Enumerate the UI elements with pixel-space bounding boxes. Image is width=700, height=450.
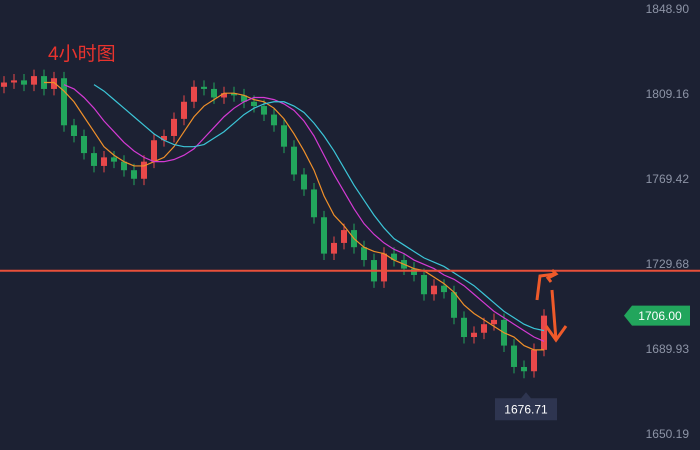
candle-body <box>441 285 447 293</box>
candle-body <box>31 76 37 85</box>
candle-body <box>381 253 387 282</box>
candle-body <box>431 285 437 295</box>
arrow-down <box>550 289 558 341</box>
candle-body <box>301 174 307 190</box>
arrow-down-head <box>544 325 568 343</box>
candle-body <box>271 114 277 126</box>
arrow-up-head <box>545 268 559 283</box>
candle-body <box>481 324 487 333</box>
candle-body <box>211 88 217 98</box>
candle-body <box>151 140 157 162</box>
last-price-label: 1706.00 <box>638 309 682 323</box>
candle-body <box>291 146 297 175</box>
candle-body <box>121 161 127 171</box>
candle-body <box>61 78 67 126</box>
candle-body <box>451 292 457 318</box>
candle-body <box>181 101 187 119</box>
candle-body <box>201 86 207 89</box>
candle-body <box>281 125 287 147</box>
candle-body <box>251 101 257 107</box>
y-tick-label: 1729.68 <box>646 257 690 271</box>
arrow-up <box>535 272 557 301</box>
plot <box>0 69 700 379</box>
candle-body <box>241 95 247 102</box>
y-tick-label: 1848.90 <box>646 2 690 16</box>
candle-body <box>361 247 367 261</box>
last-price-tag <box>624 305 690 326</box>
moving-average-line <box>93 84 545 332</box>
y-tick-label: 1689.93 <box>646 342 690 356</box>
candle-body <box>101 157 107 166</box>
chart-title: 4小时图 <box>48 43 116 65</box>
candle-body <box>161 135 167 141</box>
candle-body <box>131 170 137 179</box>
candle-body <box>81 135 87 154</box>
candle-body <box>1 82 7 87</box>
candle-body <box>521 366 527 372</box>
candle-body <box>171 118 177 136</box>
candle-body <box>411 268 417 276</box>
y-tick-label: 1650.19 <box>646 427 690 441</box>
candle-body <box>71 125 77 136</box>
candle-body <box>541 315 547 350</box>
candle-body <box>221 93 227 98</box>
candle-body <box>471 332 477 338</box>
y-tick-label: 1769.42 <box>646 172 690 186</box>
candle-body <box>21 80 27 85</box>
candle-body <box>111 157 117 162</box>
candle-body <box>231 93 237 96</box>
candle-body <box>531 349 537 372</box>
candle-body <box>51 78 57 89</box>
candle-body <box>261 106 267 115</box>
candle-body <box>331 242 337 254</box>
candle-body <box>421 275 427 295</box>
y-tick-label: 1809.16 <box>646 87 690 101</box>
moving-average-line <box>44 81 544 351</box>
candle-body <box>511 345 517 367</box>
candle-body <box>491 319 497 325</box>
candle-body <box>321 217 327 254</box>
candle-body <box>311 189 317 218</box>
candle-body <box>461 317 467 338</box>
candle-body <box>341 230 347 243</box>
low-label: 1676.71 <box>504 402 548 416</box>
candle-body <box>91 153 97 166</box>
candle-body <box>191 86 197 102</box>
low-callout <box>495 392 557 421</box>
candle-body <box>391 253 397 261</box>
candle-body <box>11 80 17 83</box>
moving-average-line <box>63 84 545 342</box>
candle-body <box>141 161 147 179</box>
forecast-arrows <box>535 268 568 343</box>
